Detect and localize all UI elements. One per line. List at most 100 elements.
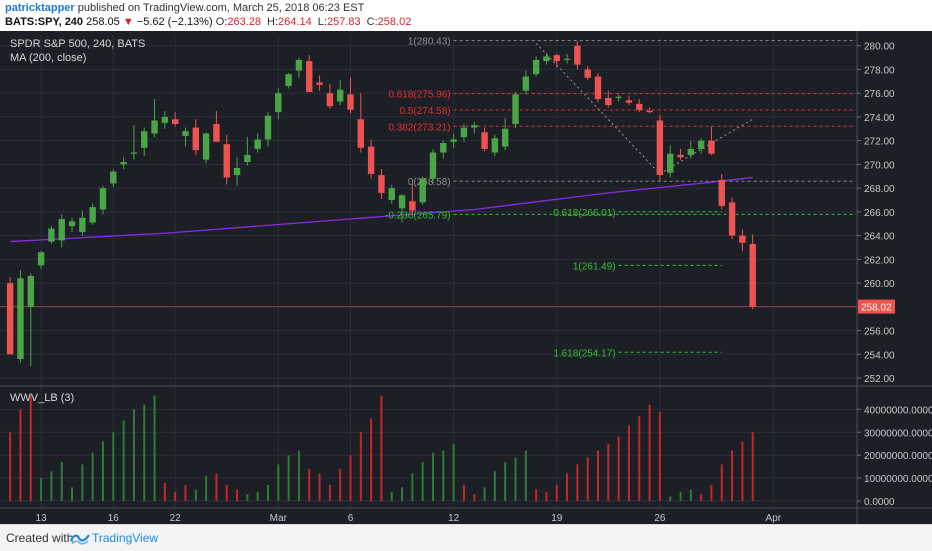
created-with-label: Created with <box>6 531 74 545</box>
candle-body <box>336 89 344 102</box>
ma-200-line <box>10 176 753 243</box>
volume-bar <box>266 484 269 501</box>
candle-body <box>192 127 199 151</box>
volume-bar <box>246 494 249 501</box>
candle-body <box>553 55 560 62</box>
candle-body <box>6 283 14 355</box>
volume-bar <box>679 491 682 501</box>
volume-bar <box>112 432 115 501</box>
volume-bar <box>81 464 84 501</box>
close-label: C: <box>366 16 378 28</box>
candle-body <box>202 133 210 160</box>
candle-body <box>99 188 107 210</box>
volume-bar <box>50 471 53 501</box>
volume-bar <box>163 482 166 501</box>
volume-bar <box>339 468 342 501</box>
volume-bar <box>370 418 373 501</box>
publish-header: patricktapper published on TradingView.c… <box>0 0 932 31</box>
volume-bar <box>359 432 362 501</box>
volume-tick-label: 30000000.0000 <box>864 428 932 439</box>
volume-bar <box>9 432 12 501</box>
candle-body <box>512 94 519 125</box>
volume-bar <box>452 443 455 501</box>
volume-bar <box>297 450 300 501</box>
candle-body <box>213 124 220 142</box>
chart-svg[interactable]: 1(280.43) 0.618(275.96) 0.5(274.58) 0.382(2… <box>0 31 932 524</box>
candle-body <box>708 140 715 154</box>
symbol-label: BATS:SPY, 240 <box>5 16 84 28</box>
candle-body <box>254 139 261 149</box>
candle-body <box>667 153 674 173</box>
close-value: 258.02 <box>377 16 412 28</box>
y-tick-label: 262.00 <box>864 255 895 266</box>
volume-bar <box>731 450 734 501</box>
volume-bar <box>514 457 517 501</box>
volume-bar <box>236 489 239 501</box>
fib-level-label: 1(280.43) <box>408 37 451 48</box>
high-label: H: <box>267 16 279 28</box>
volume-bar <box>689 489 692 501</box>
volume-bar <box>669 496 672 501</box>
candle-body <box>543 56 550 62</box>
fib-level-label: 0(268.58) <box>408 177 451 188</box>
x-tick-label: 13 <box>36 513 48 524</box>
y-tick-label: 278.00 <box>864 65 895 76</box>
symbol-line: BATS:SPY, 240 258.05 ▼ −5.62 (−2.13%) O:… <box>5 16 414 28</box>
volume-bar <box>349 455 352 501</box>
volume-bar <box>19 409 22 501</box>
candle-body <box>357 119 365 148</box>
candle-body <box>27 275 34 307</box>
volume-bar <box>751 432 754 501</box>
y-tick-label: 254.00 <box>864 350 895 361</box>
candle-body <box>244 154 251 163</box>
volume-tick-label: 0.0000 <box>864 497 895 508</box>
candle-body <box>182 131 189 136</box>
candle-body <box>17 278 24 360</box>
candle-body <box>151 120 158 134</box>
candle-body <box>440 143 447 153</box>
tradingview-link[interactable]: TradingView <box>92 531 159 545</box>
x-tick-label: 16 <box>108 513 120 524</box>
fib-ext-label: 0.618(266.01) <box>553 208 615 219</box>
volume-bar <box>535 489 538 501</box>
volume-bar <box>132 409 135 501</box>
candle-body <box>48 228 55 242</box>
volume-tick-label: 20000000.0000 <box>864 451 932 462</box>
x-tick-label: Mar <box>270 513 288 524</box>
volume-bar <box>545 491 548 501</box>
candle-body <box>501 128 509 147</box>
footer: Created with TradingView <box>0 524 932 551</box>
volume-bar <box>493 471 496 501</box>
x-tick-label: 19 <box>551 513 563 524</box>
y-tick-label: 260.00 <box>864 279 895 290</box>
volume-bar <box>442 450 445 501</box>
candle-body <box>120 162 127 165</box>
candle-body <box>37 252 45 266</box>
volume-bar <box>29 395 32 501</box>
candle-body <box>574 45 581 65</box>
last-price-tag-label: 258.02 <box>861 303 892 314</box>
volume-bar <box>40 478 43 501</box>
y-tick-label: 252.00 <box>864 374 895 385</box>
candle-body <box>316 82 323 85</box>
candle-body <box>697 140 705 149</box>
volume-bar <box>504 462 507 501</box>
volume-bar <box>576 464 579 501</box>
volume-bar <box>720 464 723 501</box>
candle-body <box>285 74 292 87</box>
volume-bar <box>318 473 321 501</box>
volume-bar <box>174 491 177 501</box>
volume-bar <box>184 484 187 501</box>
candle-body <box>347 94 354 110</box>
volume-bar <box>225 484 228 501</box>
volume-bar <box>421 462 424 501</box>
volume-bar <box>308 468 311 501</box>
candle-body <box>563 58 571 60</box>
candle-body <box>677 154 684 158</box>
publisher-link[interactable]: patricktapper <box>5 2 75 14</box>
volume-bar <box>91 452 94 501</box>
candle-body <box>110 171 117 184</box>
chart-area[interactable]: 1(280.43) 0.618(275.96) 0.5(274.58) 0.382(2… <box>0 31 932 524</box>
candle-body <box>58 218 65 241</box>
volume-bar <box>607 443 610 501</box>
